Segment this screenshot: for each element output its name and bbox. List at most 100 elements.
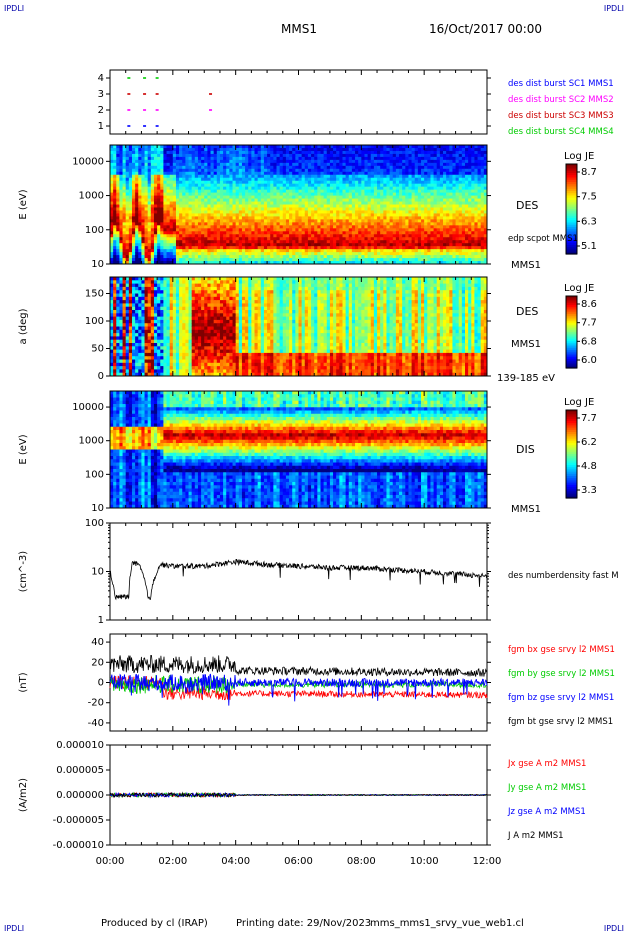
- des-energy-cell: [298, 252, 303, 256]
- des-energy-cell: [213, 147, 218, 152]
- des-energy-cell: [188, 228, 193, 232]
- des-energy-cell: [471, 195, 475, 200]
- des-energy-cell: [223, 198, 227, 203]
- des-energy-cell: [342, 261, 347, 265]
- des-energy-cell: [166, 150, 171, 155]
- des-energy-cell: [113, 204, 117, 208]
- des-energy-cell: [219, 180, 224, 185]
- des-energy-cell: [163, 183, 168, 188]
- des-energy-cell: [175, 171, 180, 176]
- des-energy-cell: [405, 195, 409, 200]
- des-energy-cell: [135, 204, 139, 208]
- des-energy-cell: [260, 145, 265, 149]
- des-energy-cell: [295, 219, 299, 223]
- des-energy-cell: [314, 156, 318, 161]
- des-energy-cell: [223, 145, 227, 149]
- des-energy-cell: [182, 153, 186, 158]
- des-energy-cell: [430, 159, 435, 164]
- des-energy-cell: [263, 145, 268, 149]
- des-energy-cell: [320, 231, 325, 235]
- des-energy-cell: [125, 258, 130, 262]
- des-energy-cell: [443, 234, 447, 238]
- des-energy-cell: [219, 159, 224, 164]
- des-energy-cell: [326, 228, 331, 232]
- des-energy-cell: [267, 231, 271, 235]
- des-energy-cell: [263, 153, 268, 158]
- des-energy-colorbar-swatch: [566, 206, 577, 210]
- des-energy-cell: [166, 237, 171, 241]
- des-energy-colorbar-swatch: [566, 179, 577, 183]
- des-energy-cell: [251, 192, 256, 197]
- des-energy-cell: [461, 171, 466, 176]
- des-energy-cell: [188, 225, 193, 229]
- des-energy-cell: [128, 252, 133, 256]
- des-energy-cell: [116, 240, 120, 244]
- des-energy-cell: [201, 252, 205, 256]
- des-energy-cell: [204, 192, 208, 197]
- des-energy-colorbar-swatch: [566, 211, 577, 215]
- des-energy-cell: [182, 237, 186, 241]
- des-energy-cell: [408, 222, 413, 226]
- des-energy-cell: [232, 249, 237, 253]
- des-energy-cell: [402, 156, 406, 161]
- des-energy-cell: [113, 210, 117, 214]
- des-energy-cell: [113, 180, 117, 185]
- des-energy-cell: [116, 255, 120, 259]
- des-energy-cell: [355, 198, 359, 203]
- des-energy-cell: [452, 150, 457, 155]
- des-energy-cell: [128, 246, 133, 250]
- des-energy-cell: [367, 240, 372, 244]
- des-energy-cell: [163, 147, 168, 152]
- des-energy-cell: [364, 165, 369, 170]
- des-energy-cell: [364, 168, 369, 173]
- des-energy-cell: [194, 198, 199, 203]
- des-energy-cell: [279, 204, 284, 208]
- des-energy-cell: [323, 252, 328, 256]
- des-energy-cell: [175, 168, 180, 173]
- des-energy-cell: [411, 234, 416, 238]
- des-energy-cell: [320, 261, 325, 265]
- des-energy-cell: [370, 228, 375, 232]
- des-energy-cell: [298, 150, 303, 155]
- des-energy-cell: [267, 145, 271, 149]
- des-energy-cell: [194, 177, 199, 182]
- des-energy-cell: [436, 165, 441, 170]
- des-energy-cell: [128, 150, 133, 155]
- des-energy-cell: [449, 243, 453, 247]
- des-energy-cell: [295, 231, 299, 235]
- des-energy-cell: [314, 258, 318, 262]
- des-energy-cell: [210, 258, 215, 262]
- des-energy-cell: [468, 195, 472, 200]
- des-energy-cell: [458, 162, 463, 167]
- des-energy-cell: [399, 150, 403, 155]
- des-energy-cell: [207, 231, 212, 235]
- des-energy-cell: [329, 201, 334, 205]
- des-energy-cell: [377, 192, 381, 197]
- des-energy-cell: [150, 201, 155, 205]
- des-energy-cell: [285, 213, 290, 217]
- des-energy-cell: [402, 192, 406, 197]
- des-energy-cell: [251, 168, 256, 173]
- des-energy-cell: [219, 225, 224, 229]
- des-energy-cell: [386, 165, 391, 170]
- des-energy-cell: [185, 195, 190, 200]
- des-energy-cell: [414, 258, 419, 262]
- des-energy-cell: [421, 192, 425, 197]
- des-energy-cell: [370, 210, 375, 214]
- des-energy-cell: [386, 189, 391, 194]
- des-energy-cell: [461, 168, 466, 173]
- des-energy-cell: [110, 192, 114, 197]
- des-energy-cell: [197, 177, 202, 182]
- des-energy-cell: [188, 186, 193, 191]
- des-energy-cell: [144, 225, 149, 229]
- des-energy-cell: [339, 213, 343, 217]
- des-energy-cell: [399, 192, 403, 197]
- des-pitch-cell: [119, 362, 124, 367]
- des-energy-cell: [216, 168, 221, 173]
- des-energy-cell: [326, 225, 331, 229]
- des-energy-cell: [185, 219, 190, 223]
- des-pitch-cell: [119, 336, 124, 341]
- des-energy-cell: [336, 174, 340, 179]
- des-energy-cell: [138, 168, 142, 173]
- des-energy-cell: [153, 231, 158, 235]
